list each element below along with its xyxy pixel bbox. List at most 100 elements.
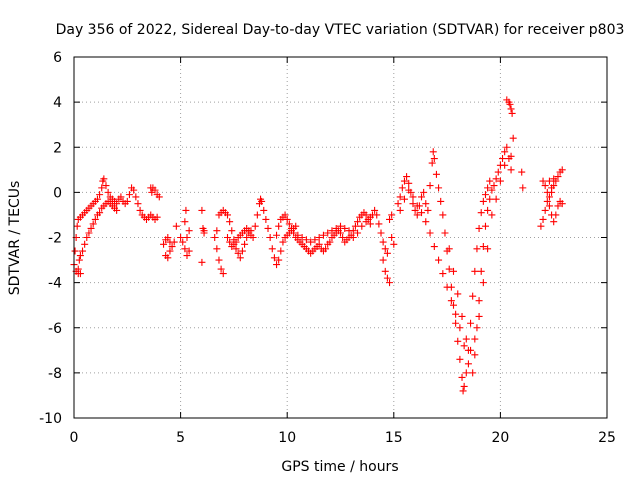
y-tick-label: -10 — [39, 411, 62, 427]
data-point — [93, 195, 101, 203]
data-point — [424, 206, 432, 214]
data-point — [160, 240, 168, 248]
data-point — [449, 301, 457, 309]
x-tick-label: 10 — [278, 430, 296, 446]
chart-title: Day 356 of 2022, Sidereal Day-to-day VTE… — [56, 22, 625, 38]
data-point — [113, 200, 121, 208]
data-point — [552, 211, 560, 219]
data-point — [362, 211, 370, 219]
data-point — [396, 193, 404, 201]
data-point — [226, 218, 234, 226]
data-point — [509, 134, 517, 142]
data-point — [506, 100, 514, 108]
data-point — [462, 335, 470, 343]
data-point — [219, 270, 227, 278]
data-point — [125, 191, 133, 199]
data-point — [179, 238, 187, 246]
data-point — [322, 245, 330, 253]
data-point — [277, 247, 285, 255]
data-point — [182, 206, 190, 214]
data-point — [541, 206, 549, 214]
data-points — [70, 96, 566, 395]
data-point — [381, 245, 389, 253]
data-point — [172, 222, 180, 230]
data-point — [545, 177, 553, 185]
data-point — [507, 166, 515, 174]
data-point — [185, 247, 193, 255]
data-point — [100, 175, 108, 183]
data-point — [484, 206, 492, 214]
data-point — [326, 238, 334, 246]
data-point — [548, 184, 556, 192]
data-point — [262, 215, 270, 223]
data-point — [87, 224, 95, 232]
data-point — [341, 224, 349, 232]
y-tick-labels: -10 -8 -6 -4 -2 0 2 4 6 — [39, 50, 62, 427]
data-point — [232, 245, 240, 253]
data-point — [136, 206, 144, 214]
data-point — [91, 215, 99, 223]
data-point — [541, 182, 549, 190]
data-point — [413, 202, 421, 210]
data-point — [166, 247, 174, 255]
data-point — [398, 184, 406, 192]
data-point — [260, 206, 268, 214]
data-point — [447, 297, 455, 305]
data-point — [349, 234, 357, 241]
data-point — [486, 195, 494, 203]
data-point — [469, 369, 477, 377]
data-point — [449, 267, 457, 275]
data-point — [390, 240, 398, 248]
data-point — [518, 168, 526, 176]
data-point — [170, 238, 178, 246]
data-point — [462, 369, 470, 377]
data-point — [545, 202, 553, 210]
data-point — [488, 186, 496, 194]
data-point — [164, 234, 172, 241]
data-point — [396, 206, 404, 214]
y-tick-label: -8 — [48, 366, 62, 382]
data-point — [198, 258, 206, 266]
data-point — [475, 224, 483, 232]
data-point — [471, 267, 479, 275]
data-point — [558, 166, 566, 174]
data-point — [458, 312, 466, 320]
data-point — [366, 220, 374, 228]
data-point — [429, 148, 437, 156]
data-point — [539, 215, 547, 223]
data-point — [479, 279, 487, 287]
data-point — [362, 218, 370, 226]
data-point — [537, 222, 545, 230]
y-tick-label: -4 — [48, 276, 62, 292]
data-point — [290, 229, 298, 237]
data-point — [550, 175, 558, 183]
data-point — [477, 267, 485, 275]
data-point — [388, 211, 396, 219]
data-point — [413, 211, 421, 219]
data-point — [215, 256, 223, 264]
data-point — [162, 252, 170, 260]
data-point — [467, 346, 475, 354]
data-point — [96, 191, 104, 199]
data-point — [198, 206, 206, 214]
data-point — [292, 222, 300, 230]
data-point — [102, 182, 110, 190]
data-point — [488, 211, 496, 219]
data-point — [386, 279, 394, 287]
data-point — [388, 234, 396, 241]
data-point — [281, 211, 289, 219]
data-point — [213, 227, 221, 235]
data-point — [484, 184, 492, 192]
data-point — [273, 231, 281, 239]
data-point — [486, 177, 494, 185]
data-point — [311, 236, 319, 244]
data-point — [441, 229, 449, 237]
data-point — [481, 191, 489, 199]
data-point — [519, 184, 527, 192]
data-point — [332, 224, 340, 232]
data-point — [507, 152, 515, 160]
data-point — [151, 186, 159, 194]
data-point — [117, 193, 125, 201]
data-point — [211, 234, 219, 241]
